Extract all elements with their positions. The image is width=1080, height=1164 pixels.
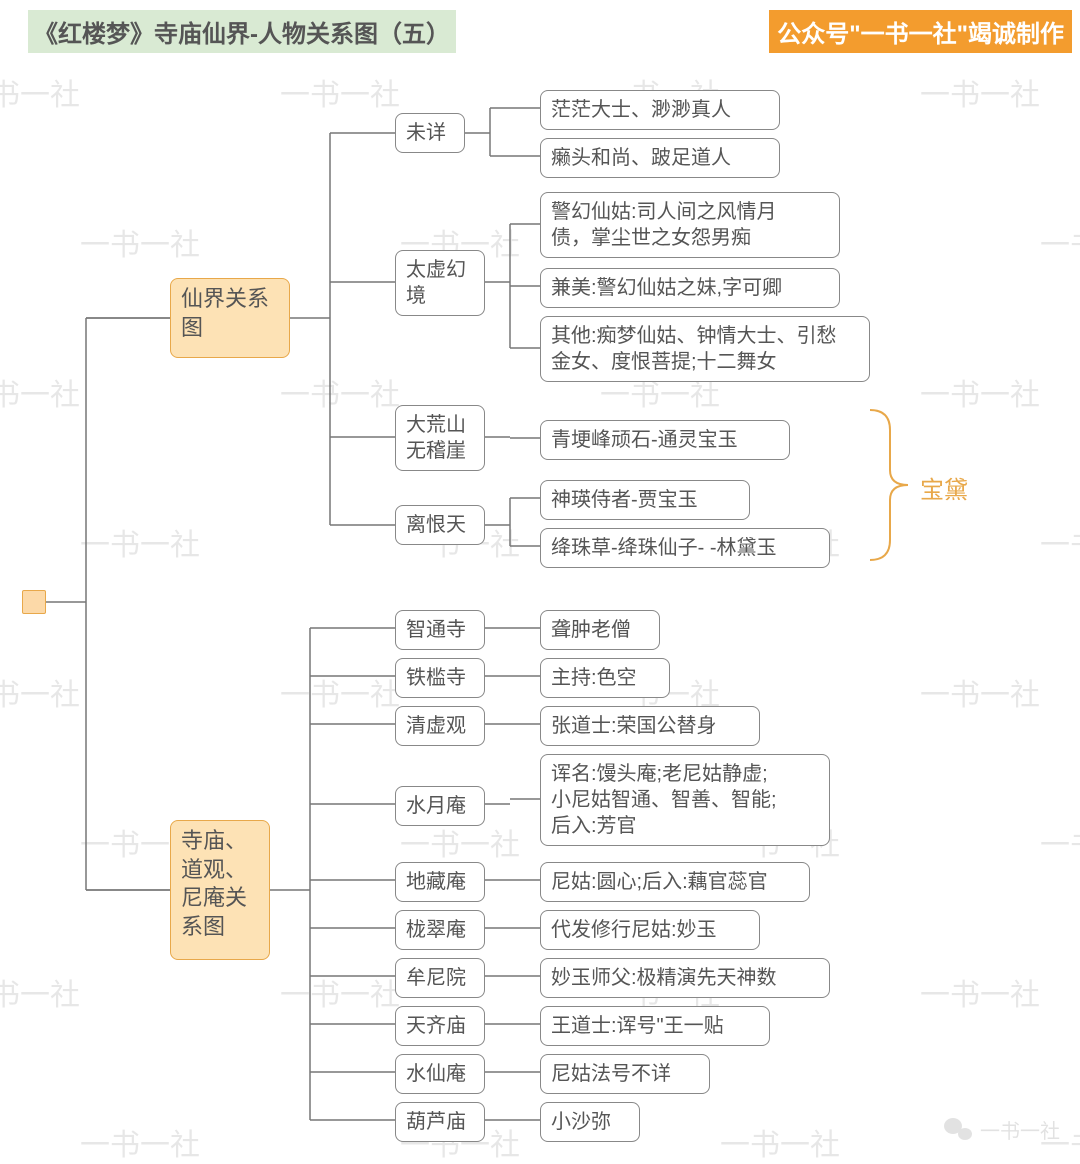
- mid-node: 大荒山 无稽崖: [395, 405, 485, 471]
- wechat-icon: [944, 1118, 972, 1142]
- leaf-node: 诨名:馒头庵;老尼姑静虚; 小尼姑智通、智善、智能; 后入:芳官: [540, 754, 830, 846]
- header: 《红楼梦》寺庙仙界-人物关系图（五） 公众号"一书一社"竭诚制作: [0, 0, 1080, 53]
- leaf-node: 王道士:诨号"王一贴: [540, 1006, 770, 1046]
- mid-node: 栊翠庵: [395, 910, 485, 950]
- footer-wm-text: 一书一社: [980, 1115, 1060, 1144]
- leaf-node: 癞头和尚、跛足道人: [540, 138, 780, 178]
- leaf-node: 尼姑:圆心;后入:藕官蕊官: [540, 862, 810, 902]
- mid-node: 地藏庵: [395, 862, 485, 902]
- leaf-node: 尼姑法号不详: [540, 1054, 710, 1094]
- mid-node: 水月庵: [395, 786, 485, 826]
- mid-node: 太虚幻 境: [395, 250, 485, 316]
- leaf-node: 小沙弥: [540, 1102, 640, 1142]
- leaf-node: 警幻仙姑:司人间之风情月 债，掌尘世之女怨男痴: [540, 192, 840, 258]
- mid-node: 葫芦庙: [395, 1102, 485, 1142]
- leaf-node: 青埂峰顽石-通灵宝玉: [540, 420, 790, 460]
- source-title: 公众号"一书一社"竭诚制作: [769, 10, 1072, 53]
- mid-node: 天齐庙: [395, 1006, 485, 1046]
- mid-node: 离恨天: [395, 505, 485, 545]
- footer-watermark: 一书一社: [944, 1115, 1060, 1144]
- category-node: 寺庙、 道观、 尼庵关 系图: [170, 820, 270, 960]
- mid-node: 水仙庵: [395, 1054, 485, 1094]
- mid-node: 牟尼院: [395, 958, 485, 998]
- mid-node: 未详: [395, 113, 465, 153]
- leaf-node: 神瑛侍者-贾宝玉: [540, 480, 750, 520]
- leaf-node: 其他:痴梦仙姑、钟情大士、引愁 金女、度恨菩提;十二舞女: [540, 316, 870, 382]
- leaf-node: 兼美:警幻仙姑之妹,字可卿: [540, 268, 840, 308]
- mid-node: 铁槛寺: [395, 658, 485, 698]
- root-node: [22, 590, 46, 614]
- leaf-node: 张道士:荣国公替身: [540, 706, 760, 746]
- mid-node: 清虚观: [395, 706, 485, 746]
- category-node: 仙界关系 图: [170, 278, 290, 358]
- annotation-label: 宝黛: [920, 470, 968, 505]
- leaf-node: 茫茫大士、渺渺真人: [540, 90, 780, 130]
- leaf-node: 主持:色空: [540, 658, 670, 698]
- main-title: 《红楼梦》寺庙仙界-人物关系图（五）: [28, 10, 456, 53]
- leaf-node: 妙玉师父:极精演先天神数: [540, 958, 830, 998]
- leaf-node: 代发修行尼姑:妙玉: [540, 910, 760, 950]
- leaf-node: 聋肿老僧: [540, 610, 660, 650]
- leaf-node: 绛珠草-绛珠仙子- -林黛玉: [540, 528, 830, 568]
- mid-node: 智通寺: [395, 610, 485, 650]
